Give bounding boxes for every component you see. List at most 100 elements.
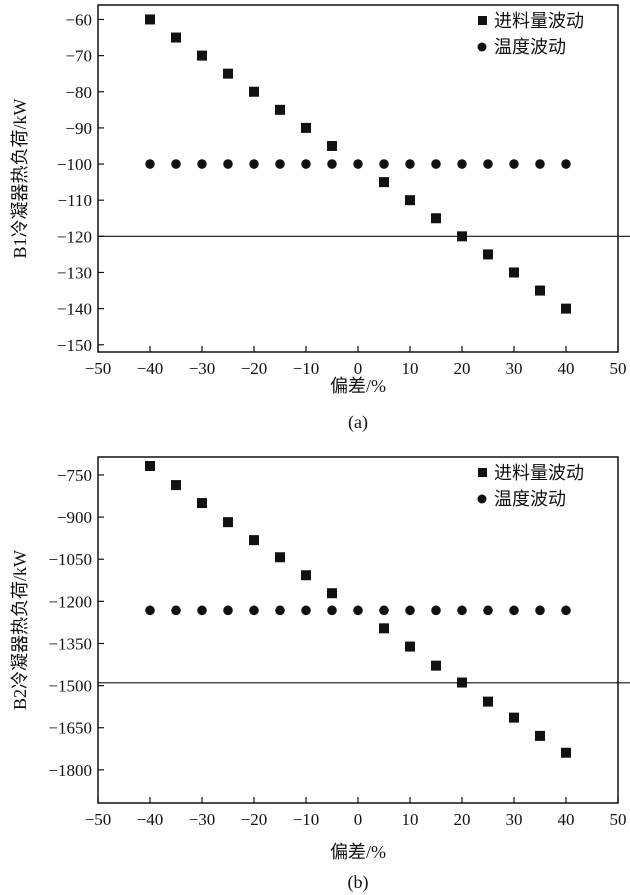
x-tick-label: −50: [85, 359, 112, 378]
data-point-square: [483, 696, 493, 707]
legend-label: 温度波动: [494, 489, 566, 509]
y-tick-label: −1050: [48, 550, 92, 569]
y-tick-label: −120: [57, 227, 92, 246]
data-point-circle: [483, 605, 493, 616]
data-point-circle: [171, 605, 181, 616]
x-tick-label: 40: [558, 810, 575, 829]
x-tick-label: −30: [189, 359, 216, 378]
y-tick-label: −130: [57, 263, 92, 282]
data-point-square: [327, 140, 337, 151]
x-tick-label: 10: [402, 810, 419, 829]
x-tick-label: 20: [454, 810, 471, 829]
x-tick-label: −20: [241, 359, 268, 378]
legend-circle-marker: [477, 494, 487, 504]
x-tick-label: 40: [558, 359, 575, 378]
data-point-square: [379, 177, 389, 188]
y-tick-label: −70: [65, 47, 92, 66]
legend-label: 温度波动: [494, 37, 566, 57]
y-tick-label: −90: [65, 119, 92, 138]
data-point-circle: [275, 605, 285, 616]
data-point-square: [301, 570, 311, 581]
x-axis-label: 偏差/%: [330, 376, 386, 396]
panel-label: (a): [348, 412, 368, 433]
data-point-square: [249, 535, 259, 546]
data-point-circle: [483, 159, 493, 169]
legend-circle-marker: [477, 42, 487, 52]
x-tick-label: −50: [85, 810, 112, 829]
data-point-circle: [561, 159, 571, 169]
x-tick-label: 30: [506, 359, 523, 378]
data-point-circle: [249, 605, 259, 616]
data-point-circle: [535, 605, 545, 616]
y-tick-label: −1500: [48, 677, 92, 696]
data-point-square: [483, 249, 493, 260]
data-point-square: [509, 712, 519, 723]
data-point-square: [223, 517, 233, 528]
x-tick-label: −10: [293, 810, 320, 829]
data-point-square: [327, 588, 337, 599]
data-point-circle: [327, 159, 337, 169]
data-point-circle: [171, 159, 181, 169]
plot-frame: [97, 4, 619, 353]
data-point-square: [275, 552, 285, 563]
data-point-circle: [353, 605, 363, 616]
y-tick-label: −110: [58, 191, 92, 210]
data-point-circle: [535, 159, 545, 169]
data-point-circle: [301, 605, 311, 616]
legend-label: 进料量波动: [494, 463, 584, 483]
data-point-square: [223, 68, 233, 79]
y-axis-label: B1冷凝器热负荷/kW: [10, 98, 30, 258]
x-tick-label: −30: [189, 810, 216, 829]
data-point-circle: [561, 605, 571, 616]
data-point-circle: [223, 159, 233, 169]
y-tick-label: −1200: [48, 592, 92, 611]
y-tick-label: −100: [57, 155, 92, 174]
x-tick-label: −20: [241, 810, 268, 829]
x-axis-label: 偏差/%: [330, 842, 386, 862]
data-point-square: [171, 32, 181, 43]
x-tick-label: 10: [402, 359, 419, 378]
panel-label: (b): [348, 872, 369, 893]
data-point-circle: [145, 605, 155, 616]
y-tick-label: −750: [57, 466, 92, 485]
data-point-square: [431, 660, 441, 671]
data-point-square: [457, 677, 467, 688]
data-point-circle: [509, 605, 519, 616]
data-point-circle: [405, 605, 415, 616]
x-tick-label: 20: [454, 359, 471, 378]
y-axis-label: B2冷凝器热负荷/kW: [10, 550, 30, 710]
data-point-square: [535, 730, 545, 741]
data-point-square: [535, 285, 545, 296]
data-point-circle: [379, 605, 389, 616]
y-tick-label: −80: [65, 83, 92, 102]
data-point-square: [145, 14, 155, 25]
y-tick-label: −150: [57, 336, 92, 355]
data-point-circle: [431, 159, 441, 169]
legend-square-marker: [478, 468, 487, 477]
x-tick-label: 0: [354, 359, 363, 378]
x-tick-label: 0: [354, 810, 363, 829]
y-tick-label: −1800: [48, 761, 92, 780]
data-point-circle: [327, 605, 337, 616]
data-point-circle: [379, 159, 389, 169]
data-point-circle: [509, 159, 519, 169]
y-tick-label: −1650: [48, 719, 92, 738]
data-point-circle: [431, 605, 441, 616]
data-point-square: [275, 104, 285, 115]
data-point-square: [197, 50, 207, 61]
data-point-square: [171, 480, 181, 491]
x-tick-label: 50: [610, 359, 627, 378]
data-point-square: [457, 231, 467, 242]
x-tick-label: 50: [610, 810, 627, 829]
legend-label: 进料量波动: [494, 11, 584, 31]
data-point-square: [145, 460, 155, 471]
data-point-square: [405, 641, 415, 652]
data-point-square: [431, 213, 441, 224]
x-tick-label: −10: [293, 359, 320, 378]
data-point-square: [197, 498, 207, 509]
data-point-square: [249, 86, 259, 97]
x-tick-label: −40: [137, 810, 164, 829]
data-point-circle: [223, 605, 233, 616]
data-point-circle: [197, 605, 207, 616]
